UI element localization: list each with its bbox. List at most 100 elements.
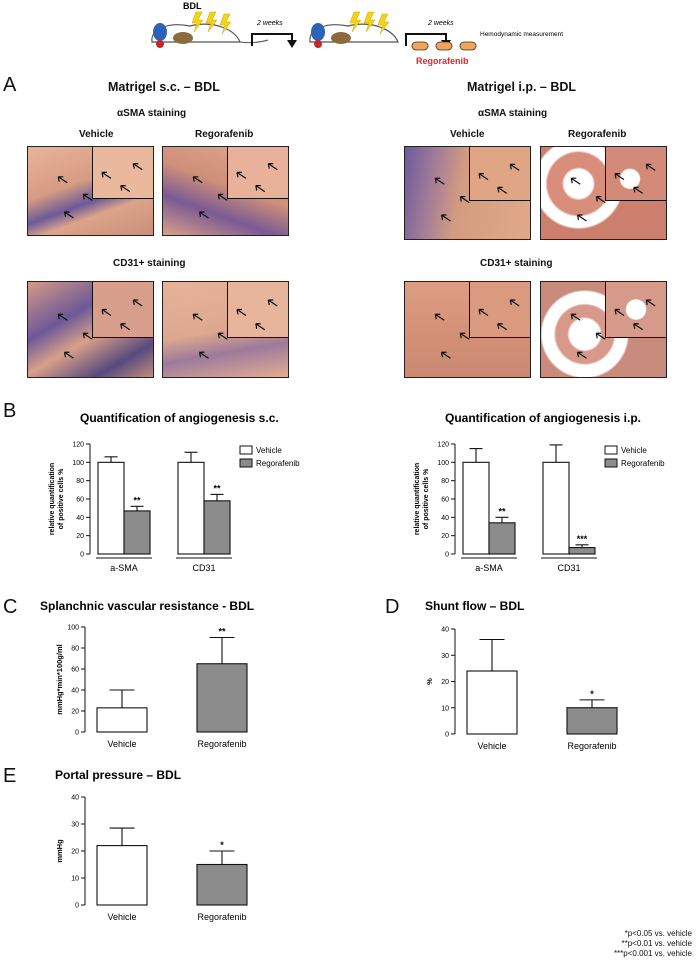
y-tick-label: 60: [441, 497, 449, 504]
bar-vehicle: [466, 670, 518, 735]
y-tick-label: 80: [71, 646, 79, 653]
legend-swatch-regorafenib: [604, 458, 618, 468]
arrow-icon: [570, 177, 581, 185]
chart-title: Quantification of angiogenesis s.c.: [80, 411, 279, 425]
y-axis-label: relative quantification of positive cells…: [49, 463, 65, 535]
arrow-icon: [63, 211, 74, 219]
significance-label: *: [220, 840, 224, 850]
bar-vehicle: [542, 461, 570, 555]
arrow-icon: [101, 171, 112, 179]
arrow-icon: [255, 185, 266, 193]
arrow-icon: [645, 163, 656, 171]
y-tick-label: 20: [76, 533, 84, 540]
x-tick-label: CD31: [192, 563, 215, 573]
arrow-icon: [198, 351, 209, 359]
arrow-icon: [595, 332, 606, 340]
arrow-icon: [645, 299, 656, 307]
sma-staining-label-right: αSMA staining: [478, 108, 548, 119]
y-axis-label: relative quantification of positive cells…: [414, 463, 430, 535]
chart-portal-pressure: Portal pressure – BDL mmHg 0 10 20 30 40 Vehicl…: [55, 768, 248, 922]
chart-angiogenesis-sc: Quantification of angiogenesis s.c. relat…: [49, 411, 300, 573]
arrow-icon: [633, 186, 644, 194]
y-tick-label: 40: [71, 688, 79, 695]
chart-title: Shunt flow – BDL: [425, 599, 524, 613]
arrow-icon: [509, 163, 520, 171]
legend-swatch-vehicle: [604, 445, 618, 455]
sma-staining-label-left: αSMA staining: [117, 108, 187, 119]
panel-a-right-title: Matrigel i.p. – BDL: [467, 80, 577, 94]
arrow-icon: [570, 313, 581, 321]
arrow-icon: [478, 308, 489, 316]
panel-letter-d: D: [385, 596, 400, 618]
y-axis-label: mmHg*min*100g/ml: [55, 644, 64, 714]
arrow-icon: [57, 313, 68, 321]
arrow-icon: [595, 196, 606, 204]
x-tick-label: a-SMA: [110, 563, 138, 573]
x-tick-label: Regorafenib: [567, 741, 616, 751]
arrow-icon: [576, 351, 587, 359]
arrow-icon: [82, 332, 93, 340]
y-tick-label: 80: [441, 478, 449, 485]
y-tick-label: 0: [75, 903, 79, 910]
vehicle-label: Vehicle: [450, 129, 485, 140]
schematic: BDL 2 weeks 2 weeks Hemodynamic measurem…: [0, 0, 700, 70]
chart-shunt-flow: Shunt flow – BDL% 0 10 20 30 40 Vehicle * Regora…: [425, 599, 618, 751]
arrow-icon: [267, 163, 278, 171]
arrow-icon: [434, 313, 445, 321]
arrow-icon: [120, 185, 131, 193]
micrograph-ip-cd31-vehicle: [404, 281, 531, 378]
y-tick-label: 40: [76, 515, 84, 522]
y-axis-label-line1: relative quantification: [414, 463, 421, 535]
y-tick-label: 100: [437, 460, 449, 467]
cd31-staining-label-right: CD31+ staining: [480, 258, 553, 269]
arrow-icon: [251, 33, 297, 48]
micrograph-sc-sma-regorafenib: [162, 146, 289, 236]
y-axis-label-line2: of positive cells %: [58, 468, 65, 529]
arrow-icon: [509, 299, 520, 307]
regorafenib-label: Regorafenib: [195, 129, 254, 140]
schematic-graphic: BDL 2 weeks 2 weeks Hemodynamic measurem…: [151, 1, 563, 66]
x-tick-label: Regorafenib: [197, 912, 246, 922]
arrow-icon: [82, 193, 93, 201]
micrograph-sc-cd31-vehicle: [27, 281, 154, 378]
bar-regorafenib: [203, 500, 231, 555]
x-tick-label: Vehicle: [477, 741, 506, 751]
x-tick-label: a-SMA: [475, 563, 503, 573]
y-tick-label: 0: [445, 732, 449, 739]
pill-icon: [411, 41, 477, 51]
bar-vehicle: [97, 461, 125, 555]
y-tick-label: 100: [72, 460, 84, 467]
significance-label: *: [590, 689, 594, 699]
legend-label: Vehicle: [621, 446, 647, 455]
legend-swatch-regorafenib: [239, 458, 253, 468]
chart-title: Splanchnic vascular resistance - BDL: [40, 599, 254, 613]
x-tick-label: Vehicle: [107, 739, 136, 749]
cd31-staining-label-left: CD31+ staining: [113, 258, 186, 269]
x-tick-label: CD31: [557, 563, 580, 573]
y-tick-label: 40: [441, 627, 449, 634]
bar-vehicle: [96, 845, 148, 906]
y-tick-label: 10: [441, 705, 449, 712]
y-tick-label: 80: [76, 478, 84, 485]
arrow-icon: [459, 196, 470, 204]
step1-label: 2 weeks: [256, 20, 283, 27]
significance-label: **: [498, 506, 506, 516]
panel-letter-a: A: [3, 74, 17, 96]
chart-splanchnic-resistance: Splanchnic vascular resistance - BDL mmHg…: [40, 599, 254, 749]
arrow-icon: [101, 308, 112, 316]
arrow-icon: [236, 171, 247, 179]
arrow-icon: [132, 163, 143, 171]
arrow-icon: [132, 299, 143, 307]
footnote-1: *p<0.05 vs. vehicle: [624, 929, 692, 938]
lightning-icon: [191, 11, 232, 35]
y-tick-label: 10: [71, 876, 79, 883]
arrow-icon: [497, 323, 508, 331]
y-tick-label: 40: [441, 515, 449, 522]
panel-letter-b: B: [3, 400, 17, 422]
footnote-2: **p<0.01 vs. vehicle: [621, 939, 693, 948]
step2-label: 2 weeks: [427, 20, 454, 27]
arrow-icon: [120, 323, 131, 331]
y-tick-label: 120: [437, 442, 449, 449]
arrow-icon: [614, 173, 625, 181]
bar-vehicle: [462, 461, 490, 555]
